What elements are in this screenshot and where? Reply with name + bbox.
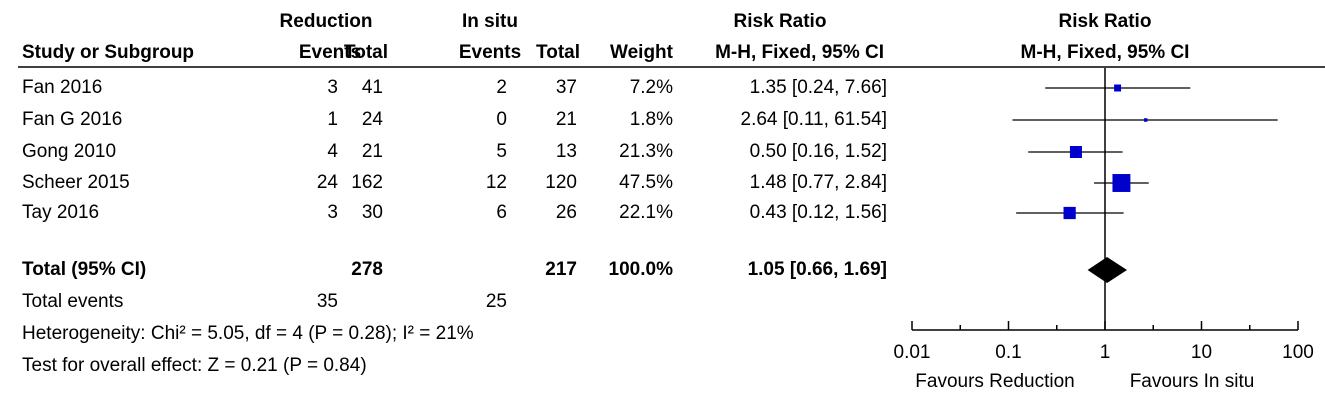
point-estimate <box>1114 84 1122 92</box>
group-header: In situ <box>462 11 518 32</box>
cell: 3 <box>327 77 338 98</box>
column-header: Events <box>299 42 361 63</box>
cell: 217 <box>545 259 577 280</box>
cell: 25 <box>486 291 507 312</box>
cell: 47.5% <box>619 172 673 193</box>
point-estimate <box>1063 206 1076 220</box>
column-header: Study or Subgroup <box>22 42 194 63</box>
cell: 0.43 [0.12, 1.56] <box>750 202 887 223</box>
column-header: Events <box>459 42 521 63</box>
cell: 41 <box>362 77 383 98</box>
cell: 120 <box>545 172 577 193</box>
study-name: Fan G 2016 <box>22 109 122 130</box>
summary-diamond <box>1087 257 1127 283</box>
overall-effect: Test for overall effect: Z = 0.21 (P = 0… <box>22 355 367 376</box>
cell: 7.2% <box>630 77 673 98</box>
cell: 278 <box>351 259 383 280</box>
cell: 2 <box>496 77 507 98</box>
cell: 1.35 [0.24, 7.66] <box>750 77 887 98</box>
cell: 1.8% <box>630 109 673 130</box>
x-tick-label: 0.01 <box>894 342 931 363</box>
cell: 37 <box>556 77 577 98</box>
cell: 30 <box>362 202 383 223</box>
heterogeneity: Heterogeneity: Chi² = 5.05, df = 4 (P = … <box>22 323 474 344</box>
cell: 162 <box>351 172 383 193</box>
cell: 21 <box>556 109 577 130</box>
cell: 1.48 [0.77, 2.84] <box>750 172 887 193</box>
cell: 5 <box>496 141 507 162</box>
column-header: Total <box>536 42 580 63</box>
x-tick-label: 10 <box>1191 342 1212 363</box>
cell: 21.3% <box>619 141 673 162</box>
cell: 12 <box>486 172 507 193</box>
cell: 35 <box>317 291 338 312</box>
total-events-label: Total events <box>22 291 123 312</box>
study-name: Tay 2016 <box>22 202 99 223</box>
plot-header: Risk Ratio <box>1059 11 1152 32</box>
cell: 6 <box>496 202 507 223</box>
cell: 1 <box>327 109 338 130</box>
plot-header: M-H, Fixed, 95% CI <box>1021 42 1190 63</box>
total-label: Total (95% CI) <box>22 259 146 280</box>
cell: 21 <box>362 141 383 162</box>
study-name: Scheer 2015 <box>22 172 130 193</box>
cell: 2.64 [0.11, 61.54] <box>741 109 888 130</box>
cell: 22.1% <box>619 202 673 223</box>
cell: 1.05 [0.66, 1.69] <box>748 259 887 280</box>
cell: 26 <box>556 202 577 223</box>
x-tick-label: 0.1 <box>995 342 1021 363</box>
column-header: Total <box>344 42 388 63</box>
x-tick-label: 1 <box>1100 342 1111 363</box>
study-name: Fan 2016 <box>22 77 102 98</box>
favours-label: Favours In situ <box>1130 371 1255 392</box>
group-header: Reduction <box>280 11 373 32</box>
favours-label: Favours Reduction <box>915 371 1074 392</box>
point-estimate <box>1112 174 1131 192</box>
cell: 3 <box>327 202 338 223</box>
group-header: Risk Ratio <box>734 11 827 32</box>
cell: 24 <box>362 109 384 130</box>
cell: 0.50 [0.16, 1.52] <box>750 141 887 162</box>
column-header: M-H, Fixed, 95% CI <box>715 42 884 63</box>
cell: 0 <box>496 109 507 130</box>
x-tick-label: 100 <box>1282 342 1314 363</box>
point-estimate <box>1069 146 1082 158</box>
column-header: Weight <box>610 42 674 63</box>
cell: 4 <box>327 141 338 162</box>
point-estimate <box>1143 118 1148 122</box>
cell: 100.0% <box>609 259 674 280</box>
cell: 13 <box>556 141 577 162</box>
study-name: Gong 2010 <box>22 141 116 162</box>
cell: 24 <box>317 172 339 193</box>
